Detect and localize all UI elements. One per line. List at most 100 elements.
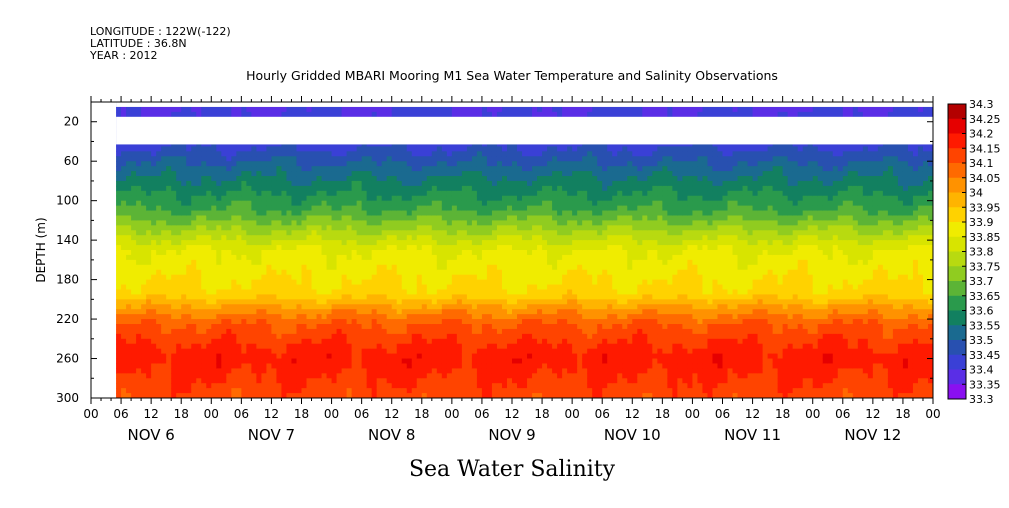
heatmap-cell [191,289,197,295]
heatmap-cell [481,284,488,291]
heatmap-cell [216,368,222,374]
heatmap-cell [381,176,388,182]
heatmap-cell [211,156,217,162]
heatmap-cell [366,333,373,340]
heatmap-cell [346,259,353,266]
heatmap-cell [351,240,358,246]
heatmap-cell [451,245,458,251]
heatmap-cell [156,279,162,286]
heatmap-cell [216,146,222,152]
heatmap-cell [291,348,298,355]
heatmap-cell [396,319,403,325]
heatmap-cell [331,314,338,320]
heatmap-cell [151,240,157,246]
heatmap-cell [371,156,378,162]
heatmap-cell [336,176,343,182]
heatmap-cell [281,250,288,256]
heatmap-cell [176,111,182,118]
heatmap-cell [461,358,468,365]
heatmap-cell [476,373,483,379]
heatmap-cell [416,383,423,389]
heatmap-cell [331,185,338,192]
heatmap-cell [431,314,438,320]
heatmap-cell [436,309,443,315]
heatmap-cell [121,161,127,167]
heatmap-cell [251,151,257,157]
heatmap-cell [456,210,463,217]
heatmap-cell [196,156,202,162]
heatmap-cell [256,294,262,300]
year-label: YEAR : 2012 [89,49,158,62]
heatmap-cell [146,240,152,246]
heatmap-cell [361,185,368,192]
heatmap-cell [401,368,408,374]
heatmap-cell [236,383,242,389]
heatmap-cell [361,250,368,256]
heatmap-cell [146,190,152,197]
heatmap-cell [371,240,378,246]
heatmap-cell [251,333,257,340]
heatmap-cell [346,171,353,177]
heatmap-cell [221,309,227,315]
heatmap-cell [501,210,508,217]
heatmap-cell [456,338,463,345]
heatmap-cell [276,274,283,281]
heatmap-cell [216,358,222,365]
heatmap-cell [156,171,162,177]
heatmap-cell [271,171,278,177]
heatmap-cell [426,304,433,310]
heatmap-cell [356,343,363,350]
heatmap-cell [271,230,278,236]
heatmap-cell [186,328,192,335]
heatmap-cell [361,171,368,177]
heatmap-cell [386,190,393,197]
heatmap-cell [146,284,152,291]
heatmap-cell [381,284,388,291]
heatmap-cell [261,309,268,315]
heatmap-cell [336,314,343,320]
heatmap-cell [301,333,308,340]
heatmap-cell [371,294,378,300]
heatmap-cell [256,289,262,295]
heatmap-cell [211,363,217,369]
heatmap-cell [351,343,358,350]
heatmap-cell [286,348,293,355]
heatmap-cell [481,383,488,389]
heatmap-cell [451,220,458,226]
heatmap-cell [221,195,227,202]
heatmap-cell [431,215,438,221]
heatmap-cell [361,106,368,113]
heatmap-cell [131,353,137,360]
heatmap-cell [251,235,257,241]
heatmap-cell [436,259,443,266]
heatmap-cell [251,328,257,335]
heatmap-cell [316,368,323,374]
heatmap-cell [512,180,518,187]
heatmap-cell [431,309,438,315]
heatmap-cell [286,151,293,157]
heatmap-cell [506,180,513,187]
heatmap-cell [381,111,388,118]
heatmap-cell [506,368,513,374]
heatmap-cell [431,254,438,261]
heatmap-cell [381,309,388,315]
heatmap-cell [311,348,318,355]
heatmap-cell [241,309,247,315]
heatmap-cell [527,190,533,197]
heatmap-cell [156,383,162,389]
heatmap-cell [151,111,157,118]
heatmap-cell [331,106,338,113]
heatmap-cell [266,259,273,266]
heatmap-cell [391,348,398,355]
heatmap-cell [361,314,368,320]
heatmap-cell [161,185,167,192]
heatmap-cell [471,343,478,350]
heatmap-cell [527,269,533,276]
heatmap-cell [276,343,283,350]
heatmap-cell [396,156,403,162]
heatmap-cell [276,309,283,315]
heatmap-cell [466,279,473,286]
heatmap-cell [416,200,423,207]
heatmap-cell [276,250,283,256]
heatmap-cell [151,338,157,345]
